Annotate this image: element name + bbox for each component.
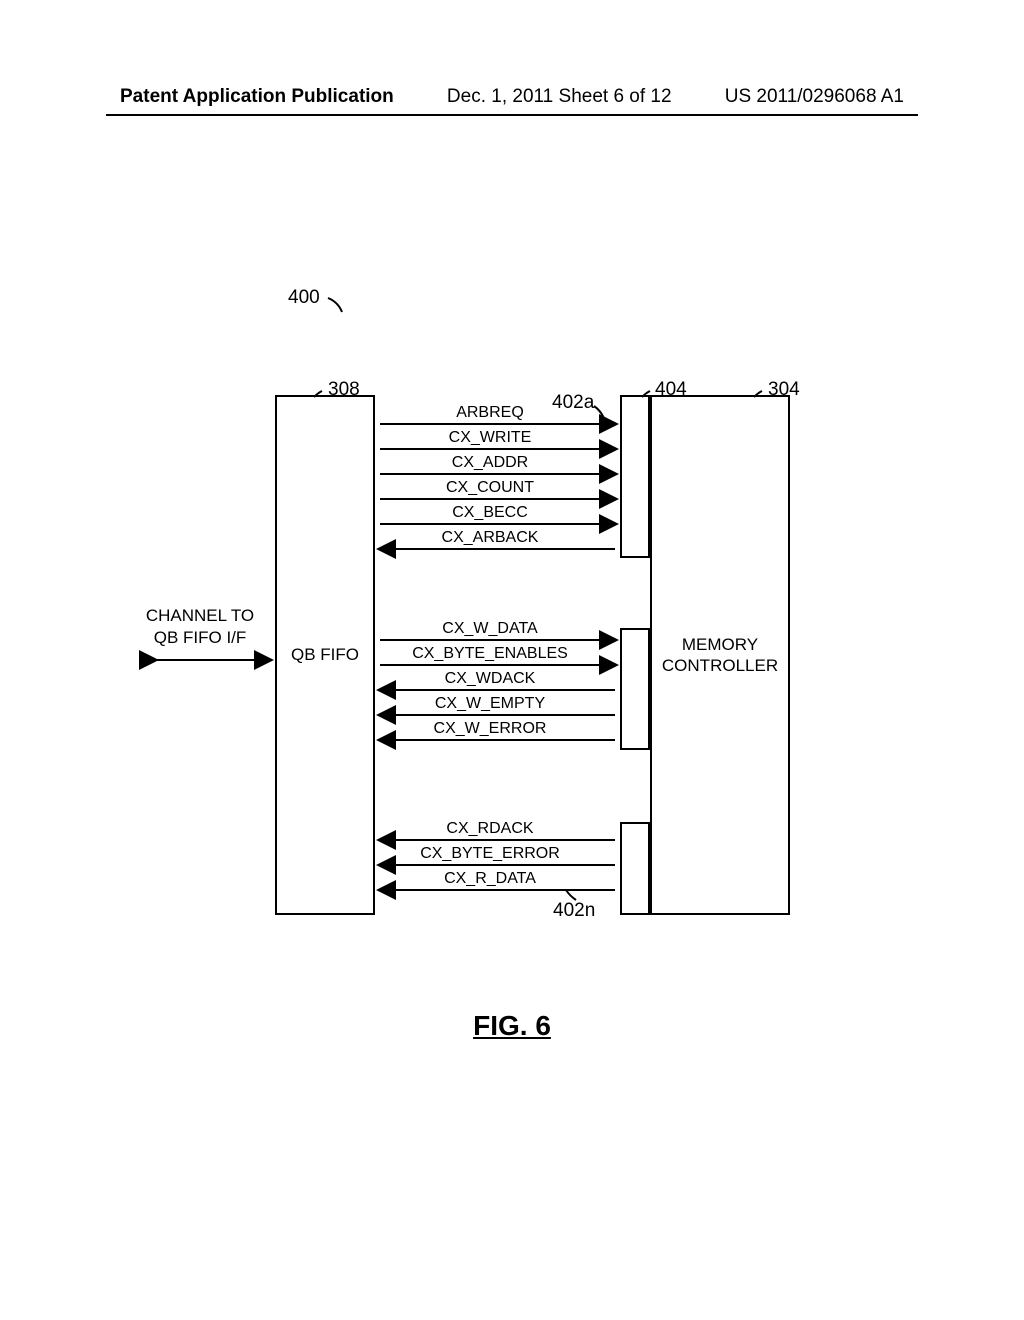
diagram-svg xyxy=(0,0,1024,1320)
